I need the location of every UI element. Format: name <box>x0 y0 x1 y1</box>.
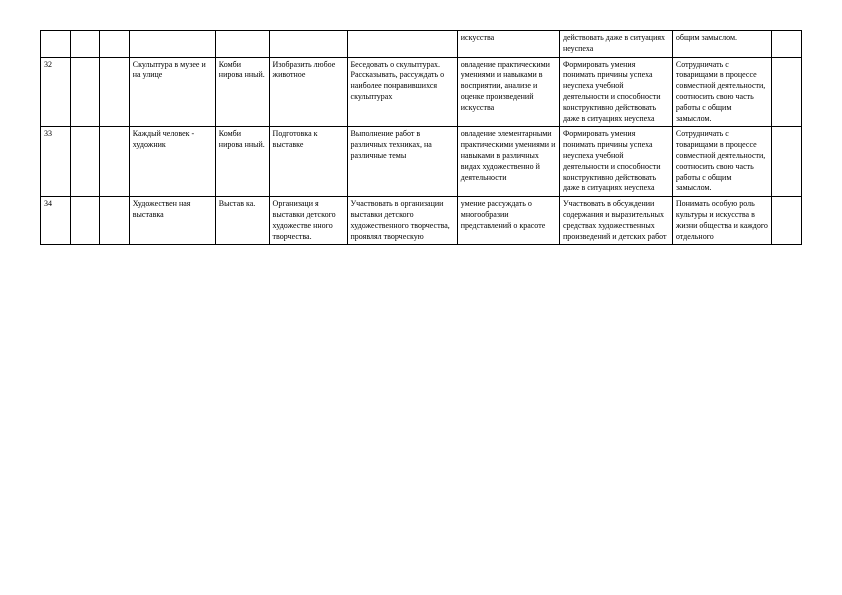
cell-activity: Беседовать о скульптурах. Рассказывать, … <box>347 57 457 127</box>
table-row: искусства действовать даже в ситуациях н… <box>41 31 802 58</box>
cell-uud: Формировать умения понимать причины успе… <box>559 127 672 197</box>
cell-num: 32 <box>41 57 71 127</box>
cell-type: Комби нирова нный. <box>215 57 269 127</box>
cell-social: общим замыслом. <box>672 31 771 58</box>
cell-social: Сотрудничать с товарищами в процессе сов… <box>672 57 771 127</box>
table-row: 34 Художествен ная выставка Выстав ка. О… <box>41 197 802 245</box>
cell-uud: действовать даже в ситуациях неуспеха <box>559 31 672 58</box>
cell-task: Изобразить любое животное <box>269 57 347 127</box>
cell-outcome: овладение элементарными практическими ум… <box>457 127 559 197</box>
cell-task: Подготовка к выставке <box>269 127 347 197</box>
cell-c <box>100 31 130 58</box>
cell-activity: Выполнение работ в различных техниках, н… <box>347 127 457 197</box>
cell-uud: Участвовать в обсуждении содержания и вы… <box>559 197 672 245</box>
cell-activity: Участвовать в организации выставки детск… <box>347 197 457 245</box>
cell-topic: Скульптура в музее и на улице <box>129 57 215 127</box>
cell-num <box>41 31 71 58</box>
table-body: искусства действовать даже в ситуациях н… <box>41 31 802 245</box>
cell-activity <box>347 31 457 58</box>
cell-outcome: овладение практическими умениями и навык… <box>457 57 559 127</box>
cell-k <box>772 197 802 245</box>
table-row: 33 Каждый человек - художник Комби ниров… <box>41 127 802 197</box>
cell-k <box>772 57 802 127</box>
cell-task <box>269 31 347 58</box>
cell-topic: Художествен ная выставка <box>129 197 215 245</box>
cell-b <box>70 127 100 197</box>
cell-social: Понимать особую роль культуры и искусств… <box>672 197 771 245</box>
cell-k <box>772 31 802 58</box>
cell-type: Комби нирова нный. <box>215 127 269 197</box>
cell-b <box>70 197 100 245</box>
cell-type <box>215 31 269 58</box>
cell-b <box>70 57 100 127</box>
cell-type: Выстав ка. <box>215 197 269 245</box>
cell-c <box>100 197 130 245</box>
cell-topic: Каждый человек - художник <box>129 127 215 197</box>
cell-social: Сотрудничать с товарищами в процессе сов… <box>672 127 771 197</box>
cell-num: 34 <box>41 197 71 245</box>
cell-task: Организаци я выставки детского художеств… <box>269 197 347 245</box>
document-page: искусства действовать даже в ситуациях н… <box>0 0 842 275</box>
cell-uud: Формировать умения понимать причины успе… <box>559 57 672 127</box>
curriculum-table: искусства действовать даже в ситуациях н… <box>40 30 802 245</box>
cell-num: 33 <box>41 127 71 197</box>
cell-c <box>100 127 130 197</box>
table-row: 32 Скульптура в музее и на улице Комби н… <box>41 57 802 127</box>
cell-b <box>70 31 100 58</box>
cell-k <box>772 127 802 197</box>
cell-topic <box>129 31 215 58</box>
cell-c <box>100 57 130 127</box>
cell-outcome: умение рассуждать о многообразии предста… <box>457 197 559 245</box>
cell-outcome: искусства <box>457 31 559 58</box>
